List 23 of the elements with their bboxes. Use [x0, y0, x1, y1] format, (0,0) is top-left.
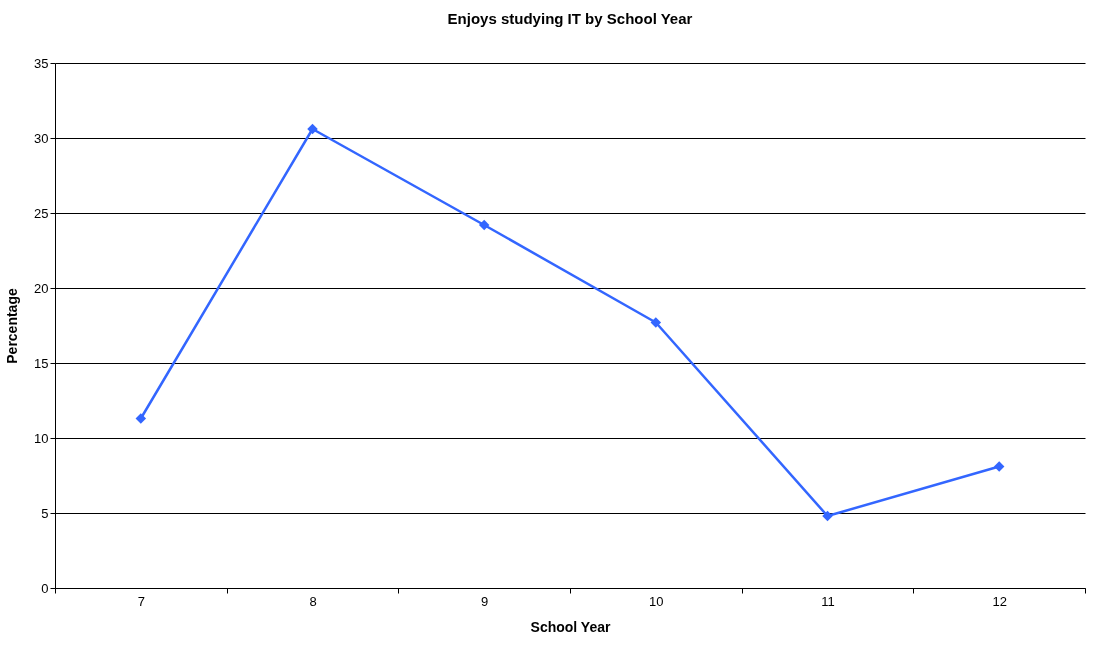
x-tick-label: 9 [481, 593, 489, 609]
x-tick-label: 10 [649, 593, 664, 609]
y-tick-label: 5 [41, 505, 49, 521]
chart-title: Enjoys studying IT by School Year [447, 10, 693, 27]
y-tick-label: 25 [34, 205, 49, 221]
y-tick-label: 20 [34, 280, 49, 296]
point [307, 123, 318, 135]
point [822, 510, 833, 522]
y-tick-label: 10 [34, 430, 49, 446]
x-axis-title: School Year [530, 618, 611, 635]
y-tick-label: 0 [41, 580, 49, 596]
y-axis-title: Percentage [4, 288, 21, 364]
y-tick-label: 35 [34, 55, 49, 71]
point [993, 461, 1005, 472]
point [650, 317, 662, 328]
point [135, 413, 147, 424]
x-tick-label: 7 [137, 593, 145, 609]
y-tick-label: 15 [34, 355, 49, 371]
point [478, 219, 490, 231]
x-tick-label: 8 [309, 593, 317, 609]
x-tick-label: 11 [821, 593, 835, 609]
x-tick-label: 12 [992, 593, 1007, 609]
y-tick-label: 30 [34, 130, 49, 146]
